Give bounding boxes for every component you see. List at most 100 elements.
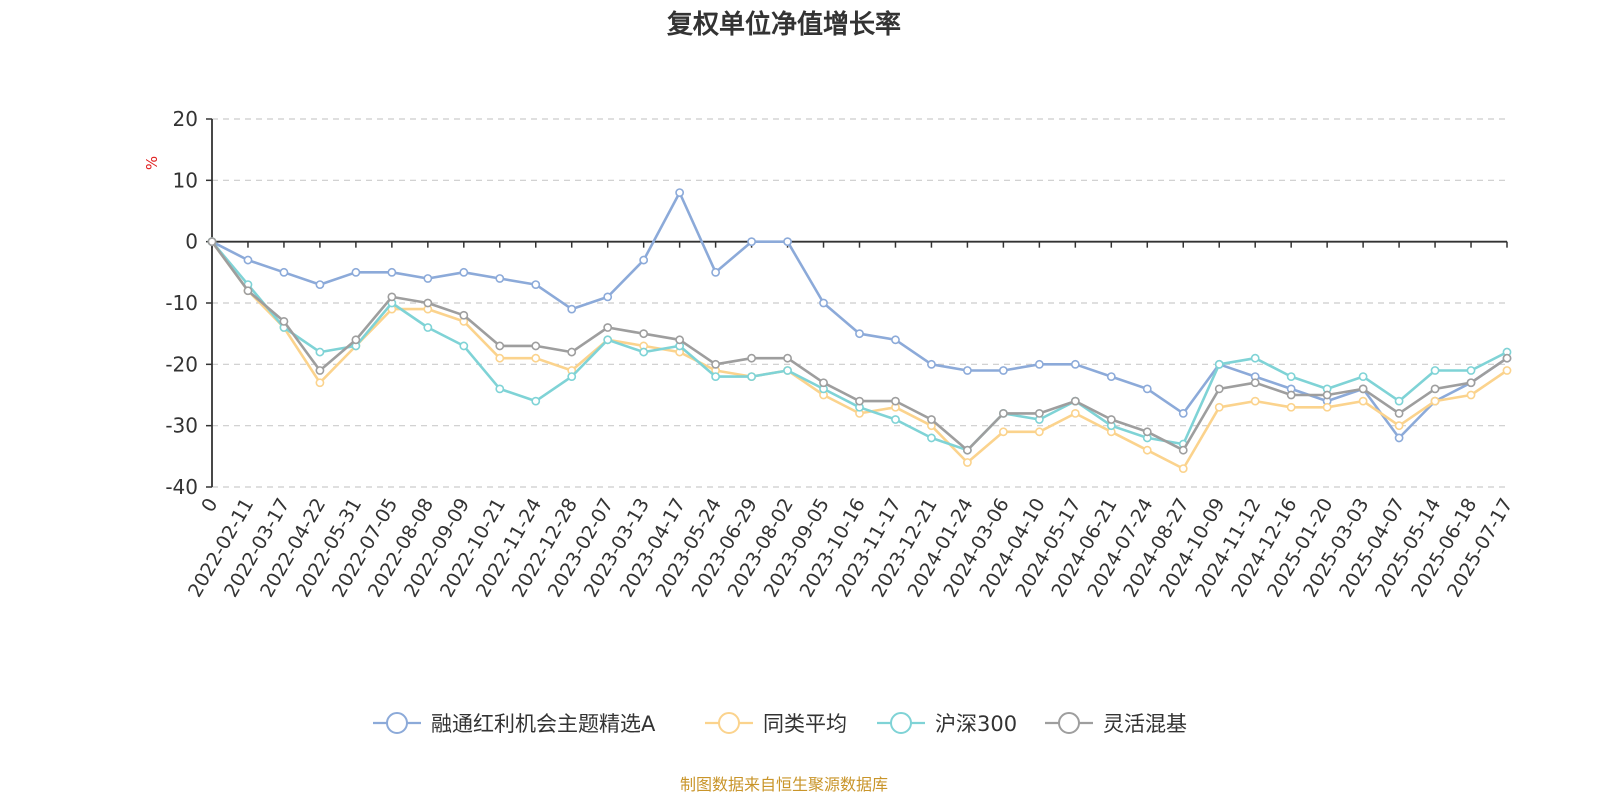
data-point [1358,372,1368,381]
data-point [531,396,541,406]
data-point [315,366,325,375]
legend[interactable]: 融通红利机会主题精选A 同类平均 沪深300 灵活混基 [373,712,1187,736]
data-point [1502,366,1512,375]
data-point [927,433,936,443]
data-point [459,267,469,277]
data-point [891,415,900,424]
legend-swatch-circle [1058,712,1080,734]
legend-label: 灵活混基 [1103,712,1187,736]
data-point [891,396,900,406]
data-point [1034,359,1044,369]
data-point [1250,396,1260,406]
data-point [531,353,541,363]
data-point [1142,445,1152,455]
data-point [963,366,972,375]
data-point [1250,353,1260,363]
data-point [1466,390,1476,400]
data-point [243,286,253,296]
data-point [891,335,900,345]
data-point [855,329,864,339]
legend-label: 融通红利机会主题精选A [431,712,656,736]
legend-item-1[interactable]: 融通红利机会主题精选A [373,712,656,736]
series-line [211,240,1508,452]
data-point [279,316,289,326]
data-point [315,378,325,388]
data-point [1106,372,1116,381]
data-point [1142,384,1152,394]
data-point [1394,396,1404,406]
data-point [639,347,649,357]
data-point [1106,415,1116,424]
legend-swatch-circle [386,712,408,734]
chart-title: 复权单位净值增长率 [667,9,901,40]
data-point [927,359,936,369]
data-point [531,280,541,289]
data-point [387,267,397,277]
data-point [1394,433,1404,443]
y-tick-label: -10 [165,291,198,315]
data-point [495,341,505,351]
y-tick-label: -20 [165,352,198,376]
legend-item-4[interactable]: 灵活混基 [1045,712,1187,736]
legend-swatch-circle [890,712,912,734]
data-point [1466,378,1476,388]
data-point [747,237,756,247]
legend-item-2[interactable]: 同类平均 [705,712,847,736]
data-point [1214,384,1224,394]
data-point [1250,378,1260,388]
data-point [998,366,1008,375]
data-point [711,372,721,381]
data-point [1286,372,1296,381]
data-point [387,292,397,302]
series-3 [207,237,1512,455]
data-point [567,347,577,357]
data-point [1070,396,1080,406]
legend-label: 同类平均 [763,712,847,736]
data-point [603,323,613,332]
legend-label: 沪深300 [935,712,1017,736]
data-point [927,415,936,424]
data-point [783,237,792,247]
data-point [531,341,541,351]
data-point [747,372,756,381]
data-point [495,353,505,363]
data-point [855,396,864,406]
data-point [207,237,217,247]
data-point [711,267,721,277]
series-lines [207,188,1512,473]
y-tick-label: 10 [173,168,198,192]
y-tick-label: 0 [185,230,198,254]
data-point [747,353,756,363]
data-point [567,372,577,381]
data-point [423,323,433,332]
data-point [1502,353,1512,363]
y-tick-label: 20 [173,107,198,131]
y-axis-unit: % [143,156,161,170]
data-point [819,378,828,388]
data-point [459,310,469,320]
data-point [351,335,361,345]
data-point [1322,390,1332,400]
series-1 [207,188,1512,443]
data-point [819,298,828,308]
data-point [1178,464,1188,473]
data-point [675,335,685,345]
series-4 [207,237,1512,455]
data-point [711,359,721,369]
data-point [1214,359,1224,369]
grid-lines: 20 10 0 -10 -20 -30 -40 [165,107,1507,499]
data-point [1394,421,1404,431]
legend-item-3[interactable]: 沪深300 [877,712,1017,736]
data-point [495,384,505,394]
data-point [1466,366,1476,375]
data-point [495,274,505,283]
data-point [603,292,613,302]
data-point [1394,408,1404,418]
data-point [1214,402,1224,412]
data-point [1430,396,1440,406]
data-point [1322,402,1332,412]
data-point [459,341,469,351]
data-point [1358,384,1368,394]
data-point [1070,408,1080,418]
